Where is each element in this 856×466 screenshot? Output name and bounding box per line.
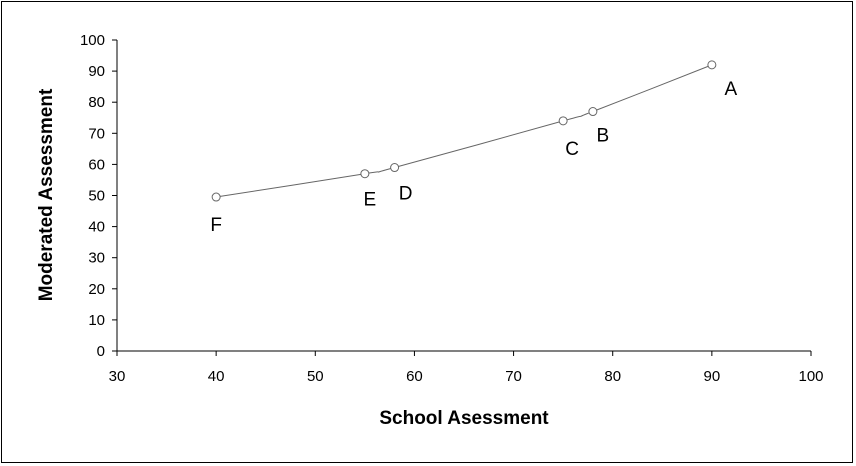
- data-point-F: [211, 192, 221, 202]
- y-tick-label: 0: [97, 343, 105, 360]
- y-tick-label: 20: [88, 281, 105, 298]
- y-tick-label: 10: [88, 312, 105, 329]
- point-label-A: A: [725, 79, 738, 100]
- x-tick-label: 70: [505, 368, 522, 385]
- x-tick-label: 50: [307, 368, 324, 385]
- point-label-F: F: [210, 215, 222, 236]
- y-tick-label: 50: [88, 188, 105, 205]
- x-tick-label: 60: [406, 368, 423, 385]
- axes: [116, 40, 811, 352]
- x-tick-label: 100: [798, 368, 823, 385]
- x-ticks: 30 40 50 60 70 80 90 100: [109, 351, 824, 385]
- data-markers: [211, 60, 717, 202]
- y-ticks: 0 10 20 30 40 50 60 70 80 90 100: [80, 32, 117, 360]
- trend-curve: [216, 64, 713, 198]
- x-tick-label: 40: [208, 368, 225, 385]
- x-tick-label: 30: [109, 368, 126, 385]
- x-tick-label: 80: [604, 368, 621, 385]
- data-point-C: [558, 116, 568, 126]
- y-axis-title: Moderated Assessment: [36, 88, 57, 301]
- point-label-D: D: [399, 184, 413, 205]
- point-label-B: B: [597, 126, 610, 147]
- x-tick-label: 90: [704, 368, 721, 385]
- x-axis-title: School Asessment: [379, 408, 549, 429]
- point-label-C: C: [565, 139, 579, 160]
- point-labels: F E D CB A: [210, 79, 737, 236]
- y-tick-label: 70: [88, 125, 105, 142]
- y-tick-label: 30: [88, 250, 105, 267]
- y-tick-label: 60: [88, 156, 105, 173]
- data-point-E: [360, 169, 370, 179]
- y-tick-label: 90: [88, 63, 105, 80]
- data-point-B: [588, 107, 598, 117]
- data-point-D: [390, 163, 400, 173]
- y-tick-label: 80: [88, 94, 105, 111]
- data-point-A: [707, 60, 717, 70]
- y-tick-label: 40: [88, 219, 105, 236]
- point-label-E: E: [364, 190, 377, 211]
- y-tick-label: 100: [80, 32, 105, 49]
